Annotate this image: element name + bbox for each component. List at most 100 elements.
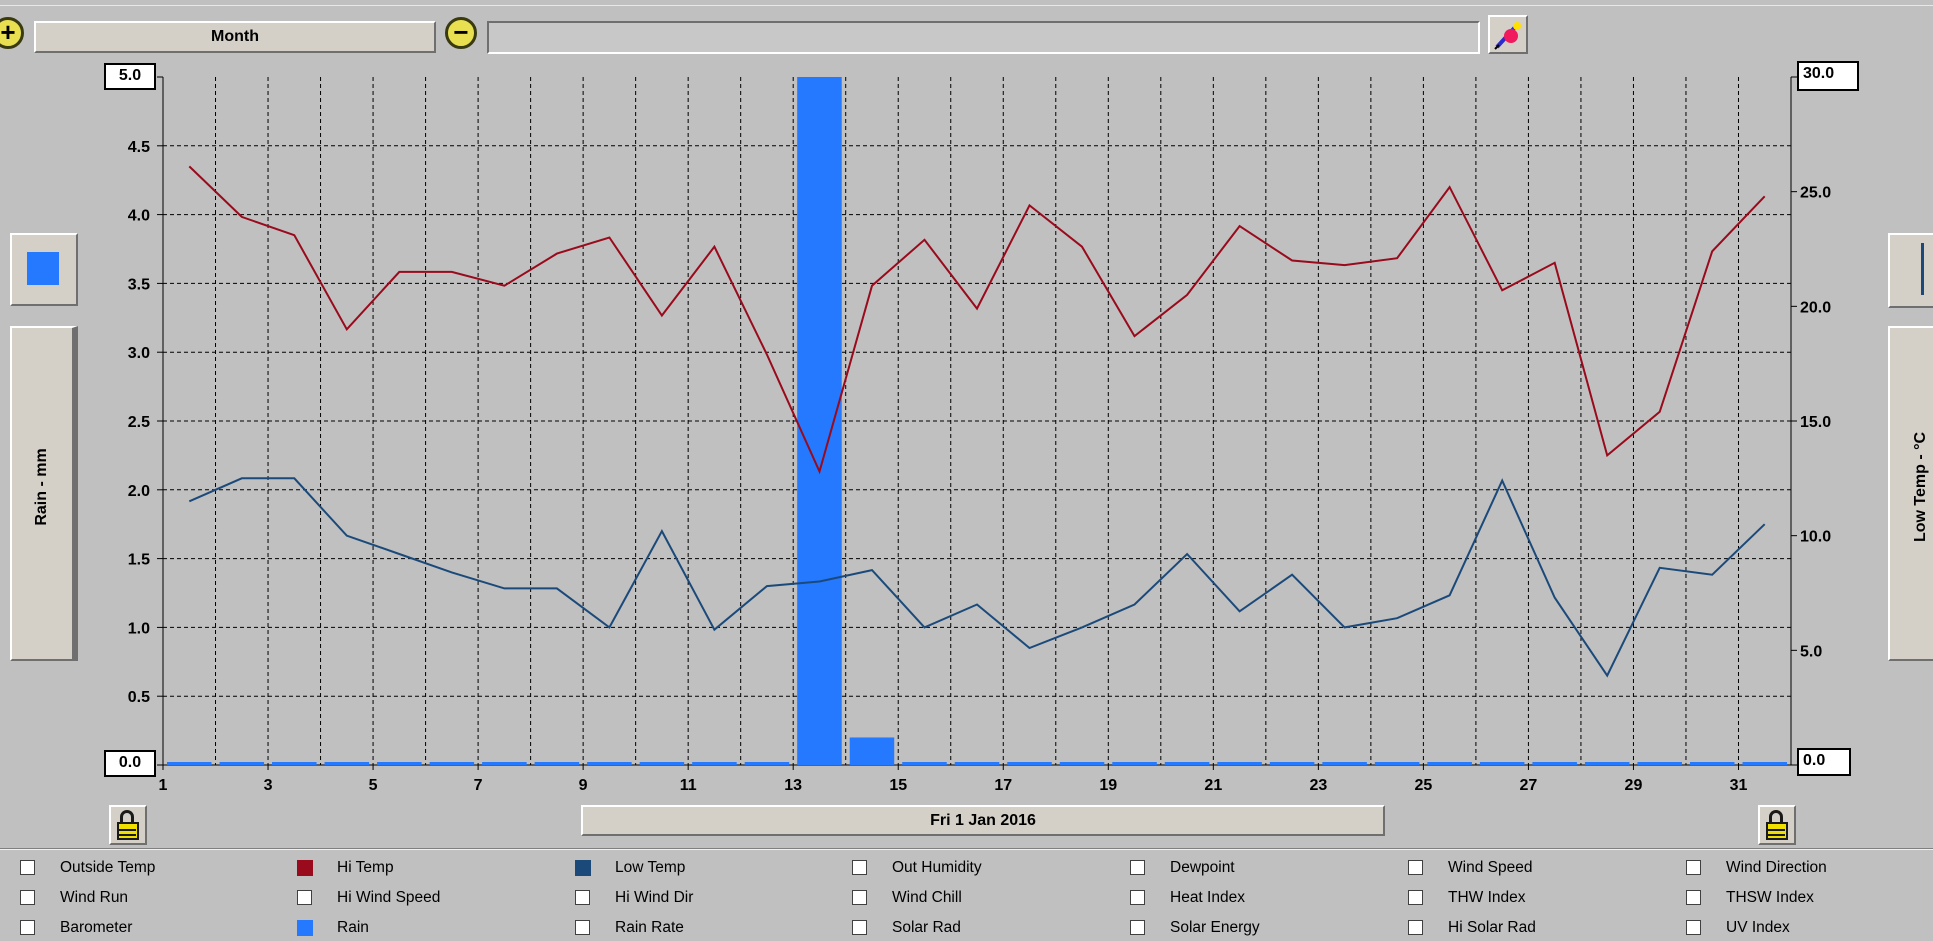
right-axis-selector[interactable]: Low Temp - °C [1888, 326, 1933, 661]
legend-checkbox[interactable] [20, 890, 35, 905]
legend-checkbox[interactable] [575, 890, 590, 905]
legend-label[interactable]: Dewpoint [1170, 859, 1235, 876]
x-tick-label: 13 [784, 777, 802, 794]
left-axis-min-box[interactable]: 0.0 [104, 750, 156, 777]
legend-checkbox[interactable] [852, 890, 867, 905]
left-axis-min-label: 0.0 [118, 754, 142, 771]
left-axis-lock-button[interactable] [109, 805, 147, 845]
legend-checkbox[interactable] [852, 920, 867, 935]
rain-bar [377, 762, 422, 765]
zoom-in-icon: + [0, 17, 16, 47]
legend-label[interactable]: Out Humidity [892, 859, 982, 876]
zoom-out-button[interactable]: − [445, 17, 477, 49]
rain-bar [1269, 762, 1315, 765]
x-tick-label: 3 [264, 777, 273, 794]
left-tick-label: 1.5 [128, 552, 150, 569]
rain-bar [1584, 762, 1630, 765]
legend-label[interactable]: Low Temp [615, 859, 686, 876]
legend-label[interactable]: Solar Energy [1170, 919, 1260, 936]
zoom-in-button[interactable]: + [0, 17, 24, 49]
x-tick-label: 11 [680, 777, 697, 794]
legend-label[interactable]: Hi Wind Dir [615, 889, 694, 906]
legend-label[interactable]: THW Index [1448, 889, 1526, 906]
legend-label[interactable]: Outside Temp [60, 859, 156, 876]
left-tick-label: 4.0 [128, 208, 150, 225]
legend-label[interactable]: Solar Rad [892, 919, 961, 936]
rain-bar [1637, 762, 1682, 765]
legend-label[interactable]: THSW Index [1726, 889, 1814, 906]
period-button[interactable]: Month [34, 21, 436, 53]
right-series-swatch-button[interactable] [1888, 233, 1933, 308]
left-series-swatch-button[interactable] [10, 233, 78, 306]
zoom-out-icon: − [453, 17, 469, 47]
rain-bar [1164, 762, 1210, 765]
x-tick-label: 19 [1099, 777, 1117, 794]
left-axis-max-box[interactable]: 5.0 [104, 63, 156, 90]
legend-label[interactable]: Hi Solar Rad [1448, 919, 1536, 936]
date-button[interactable]: Fri 1 Jan 2016 [581, 805, 1385, 836]
x-tick-label: 25 [1414, 777, 1432, 794]
right-axis-min-box[interactable]: 0.0 [1797, 748, 1851, 776]
legend-label[interactable]: Rain [337, 919, 369, 936]
left-tick-label: 2.5 [128, 414, 150, 431]
legend-label[interactable]: Hi Wind Speed [337, 889, 441, 906]
right-axis-lock-button[interactable] [1758, 805, 1796, 845]
rain-bar [1112, 762, 1157, 765]
legend-checkbox[interactable] [1408, 860, 1423, 875]
rain-bar [1374, 762, 1420, 765]
legend-color-swatch[interactable] [297, 860, 313, 876]
legend-label[interactable]: Barometer [60, 919, 133, 936]
lock-icon [1766, 822, 1788, 840]
legend-checkbox[interactable] [1408, 890, 1423, 905]
legend-checkbox[interactable] [20, 920, 35, 935]
rain-bar [639, 762, 685, 765]
rain-bar [324, 762, 370, 765]
legend-label[interactable]: Rain Rate [615, 919, 684, 936]
legend-label[interactable]: Hi Temp [337, 859, 394, 876]
legend-checkbox[interactable] [1686, 890, 1701, 905]
weather-chart[interactable]: 4.54.03.53.02.52.01.51.00.525.020.015.01… [0, 0, 1933, 800]
rain-bar [1059, 762, 1105, 765]
tools-button[interactable] [1488, 15, 1528, 54]
x-tick-label: 1 [159, 777, 168, 794]
rain-bar [797, 77, 842, 765]
legend-label[interactable]: Wind Direction [1726, 859, 1827, 876]
legend-checkbox[interactable] [852, 860, 867, 875]
legend-checkbox[interactable] [575, 920, 590, 935]
low-temp-color-swatch [1921, 243, 1924, 295]
legend-color-swatch[interactable] [575, 860, 591, 876]
legend-checkbox[interactable] [1686, 860, 1701, 875]
left-tick-label: 3.0 [128, 345, 150, 362]
legend-color-swatch[interactable] [297, 920, 313, 936]
rain-bar [587, 762, 632, 765]
legend-label[interactable]: Wind Run [60, 889, 129, 906]
legend-checkbox[interactable] [20, 860, 35, 875]
rain-bar [167, 762, 212, 765]
x-tick-label: 7 [474, 777, 483, 794]
status-field [487, 21, 1480, 54]
top-divider [0, 5, 1933, 6]
right-axis-max-box[interactable]: 30.0 [1797, 61, 1859, 91]
rain-bar [1532, 762, 1577, 765]
rain-bar [272, 762, 317, 765]
legend-checkbox[interactable] [297, 890, 312, 905]
legend-checkbox[interactable] [1686, 920, 1701, 935]
legend-label[interactable]: Wind Speed [1448, 859, 1533, 876]
legend-divider [0, 848, 1933, 849]
x-tick-label: 5 [369, 777, 378, 794]
legend-checkbox[interactable] [1130, 890, 1145, 905]
left-tick-label: 1.0 [128, 620, 150, 637]
left-axis-selector[interactable]: Rain - mm [10, 326, 78, 661]
legend-label[interactable]: UV Index [1726, 919, 1790, 936]
legend-checkbox[interactable] [1408, 920, 1423, 935]
legend-label[interactable]: Wind Chill [892, 889, 962, 906]
rain-bar [1217, 762, 1262, 765]
x-tick-label: 21 [1204, 777, 1222, 794]
legend-checkbox[interactable] [1130, 860, 1145, 875]
legend-label[interactable]: Heat Index [1170, 889, 1245, 906]
hi-temp-line [188, 165, 1766, 475]
legend-divider-highlight [0, 849, 1933, 850]
right-tick-label: 10.0 [1800, 529, 1831, 546]
legend-checkbox[interactable] [1130, 920, 1145, 935]
x-tick-label: 31 [1730, 777, 1748, 794]
